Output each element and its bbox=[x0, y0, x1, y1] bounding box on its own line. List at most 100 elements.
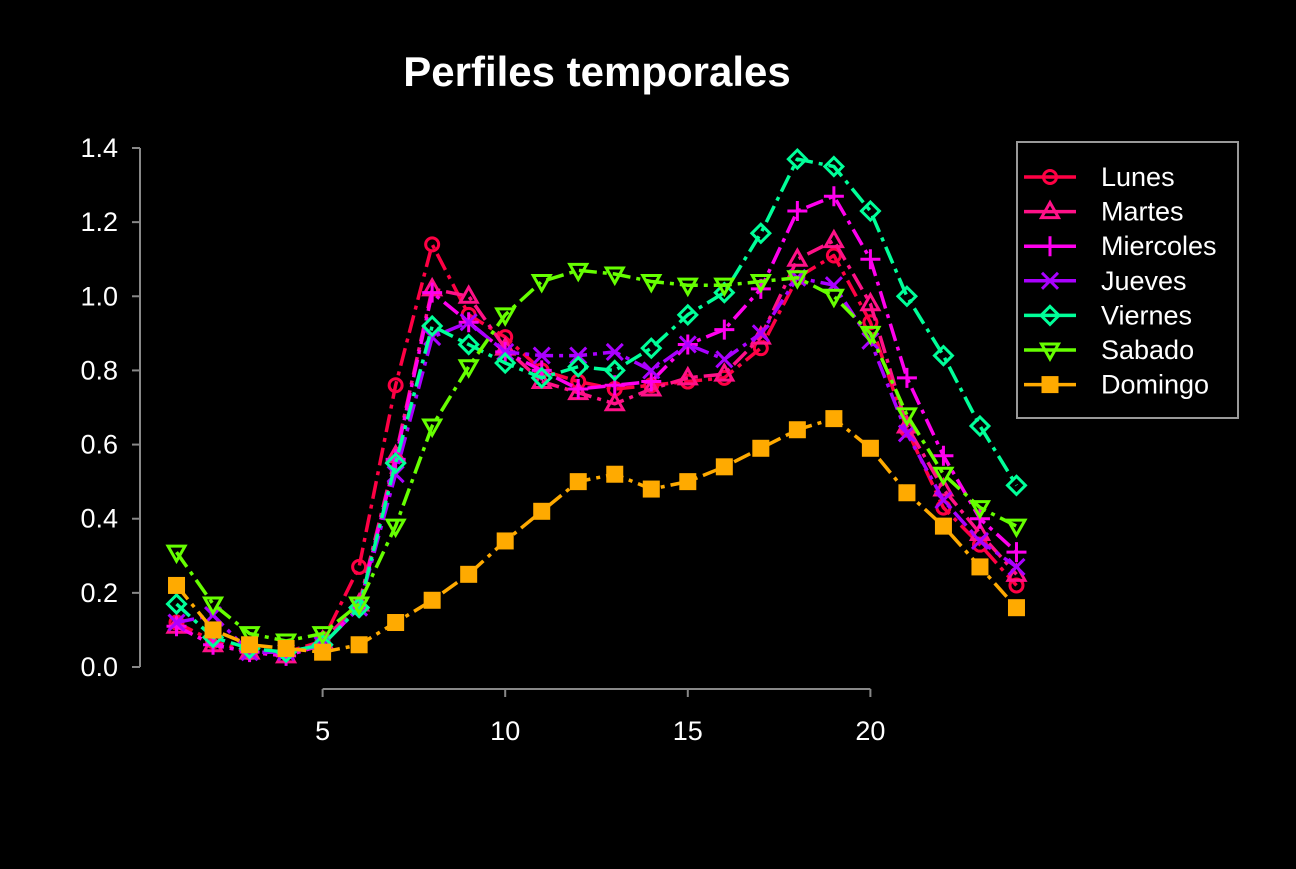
data-point-sabado bbox=[932, 466, 955, 487]
data-point-sabado bbox=[421, 418, 444, 439]
data-point-miercoles bbox=[166, 616, 187, 637]
data-point-martes bbox=[640, 376, 663, 397]
y-tick-label: 1.2 bbox=[80, 207, 118, 237]
legend-label-jueves: Jueves bbox=[1101, 266, 1187, 296]
data-point-domingo bbox=[715, 458, 733, 476]
data-point-domingo bbox=[241, 636, 259, 654]
data-point-martes bbox=[786, 247, 809, 267]
legend-label-martes: Martes bbox=[1101, 197, 1184, 227]
series-line-viernes bbox=[175, 157, 1018, 654]
data-point-martes bbox=[713, 362, 736, 382]
data-point-domingo bbox=[387, 614, 405, 632]
data-point-domingo bbox=[788, 421, 806, 439]
data-point-sabado bbox=[749, 273, 772, 294]
data-point-martes bbox=[859, 291, 882, 312]
data-point-sabado bbox=[713, 277, 736, 298]
legend-item-sabado: Sabado bbox=[1024, 335, 1194, 365]
data-point-sabado bbox=[567, 262, 590, 283]
series-line-domingo bbox=[175, 416, 1018, 654]
legend-marker-jueves bbox=[1040, 271, 1060, 290]
data-point-viernes bbox=[530, 366, 553, 389]
data-point-domingo bbox=[642, 480, 660, 498]
y-tick-label: 0.2 bbox=[80, 578, 118, 608]
data-point-domingo bbox=[1007, 599, 1025, 617]
data-point-jueves bbox=[642, 361, 661, 380]
data-point-domingo bbox=[679, 473, 697, 491]
data-point-martes bbox=[676, 365, 699, 386]
data-point-viernes bbox=[384, 451, 407, 475]
data-point-domingo bbox=[460, 565, 478, 583]
x-tick-label: 10 bbox=[490, 716, 520, 746]
data-point-viernes bbox=[749, 222, 772, 245]
data-point-viernes bbox=[786, 148, 809, 171]
data-point-viernes bbox=[713, 281, 736, 304]
data-point-domingo bbox=[752, 439, 770, 457]
data-point-domingo bbox=[934, 517, 952, 535]
data-point-sabado bbox=[1005, 518, 1028, 539]
legend-label-miercoles: Miercoles bbox=[1101, 231, 1217, 261]
data-point-sabado bbox=[457, 359, 480, 379]
data-point-viernes bbox=[859, 199, 882, 223]
data-point-miercoles bbox=[422, 282, 443, 303]
series-line-jueves bbox=[176, 275, 1018, 654]
data-point-viernes bbox=[421, 314, 444, 338]
y-tick-label: 0.0 bbox=[80, 652, 118, 682]
legend: Lunes Martes Miercoles Jueves Viernes Sabado D… bbox=[1016, 141, 1239, 419]
data-point-domingo bbox=[569, 473, 587, 491]
x-tick-label: 15 bbox=[673, 716, 703, 746]
legend-item-domingo: Domingo bbox=[1024, 370, 1209, 400]
data-point-viernes bbox=[640, 337, 663, 360]
data-point-sabado bbox=[201, 596, 225, 617]
data-point-viernes bbox=[932, 344, 955, 367]
data-point-jueves bbox=[970, 531, 990, 551]
legend-item-martes: Martes bbox=[1024, 197, 1184, 227]
data-point-jueves bbox=[715, 350, 734, 369]
y-tick-label: 1.0 bbox=[80, 281, 118, 311]
y-tick-label: 1.4 bbox=[80, 133, 118, 163]
data-point-martes bbox=[822, 228, 845, 249]
data-point-sabado bbox=[822, 288, 845, 309]
legend-marker-lunes bbox=[1042, 169, 1058, 185]
data-point-domingo bbox=[350, 636, 368, 654]
data-point-jueves bbox=[678, 335, 697, 354]
data-point-viernes bbox=[494, 351, 517, 375]
data-point-jueves bbox=[167, 613, 186, 632]
data-point-sabado bbox=[676, 277, 699, 298]
data-point-viernes bbox=[822, 155, 846, 178]
data-point-domingo bbox=[898, 484, 916, 502]
legend-marker-martes bbox=[1038, 199, 1062, 220]
y-tick-label: 0.4 bbox=[80, 504, 118, 534]
data-point-jueves bbox=[605, 342, 624, 361]
legend-item-lunes: Lunes bbox=[1024, 162, 1175, 192]
legend-marker-miercoles bbox=[1040, 236, 1060, 257]
data-point-sabado bbox=[348, 596, 371, 617]
legend-label-domingo: Domingo bbox=[1101, 370, 1209, 400]
data-point-martes bbox=[603, 391, 626, 412]
data-point-domingo bbox=[606, 465, 624, 483]
data-point-sabado bbox=[384, 518, 407, 539]
legend-label-sabado: Sabado bbox=[1101, 335, 1194, 365]
data-point-jueves bbox=[532, 346, 551, 365]
data-point-sabado bbox=[895, 407, 918, 427]
data-point-lunes bbox=[825, 247, 842, 264]
data-point-sabado bbox=[640, 273, 663, 294]
series-sabado bbox=[165, 262, 1028, 654]
data-point-domingo bbox=[168, 576, 186, 594]
data-point-sabado bbox=[311, 626, 334, 646]
data-point-miercoles bbox=[568, 378, 589, 399]
data-point-sabado bbox=[165, 544, 188, 565]
data-point-miercoles bbox=[933, 445, 954, 466]
y-tick-label: 0.8 bbox=[80, 355, 118, 385]
legend-marker-viernes bbox=[1038, 304, 1062, 327]
data-point-viernes bbox=[676, 303, 699, 326]
data-point-viernes bbox=[165, 592, 188, 616]
data-point-martes bbox=[457, 284, 480, 304]
x-tick-label: 20 bbox=[855, 716, 885, 746]
data-point-domingo bbox=[204, 621, 222, 639]
data-point-domingo bbox=[423, 591, 441, 609]
data-point-domingo bbox=[861, 439, 879, 457]
data-point-miercoles bbox=[896, 367, 917, 388]
data-point-domingo bbox=[496, 532, 514, 550]
